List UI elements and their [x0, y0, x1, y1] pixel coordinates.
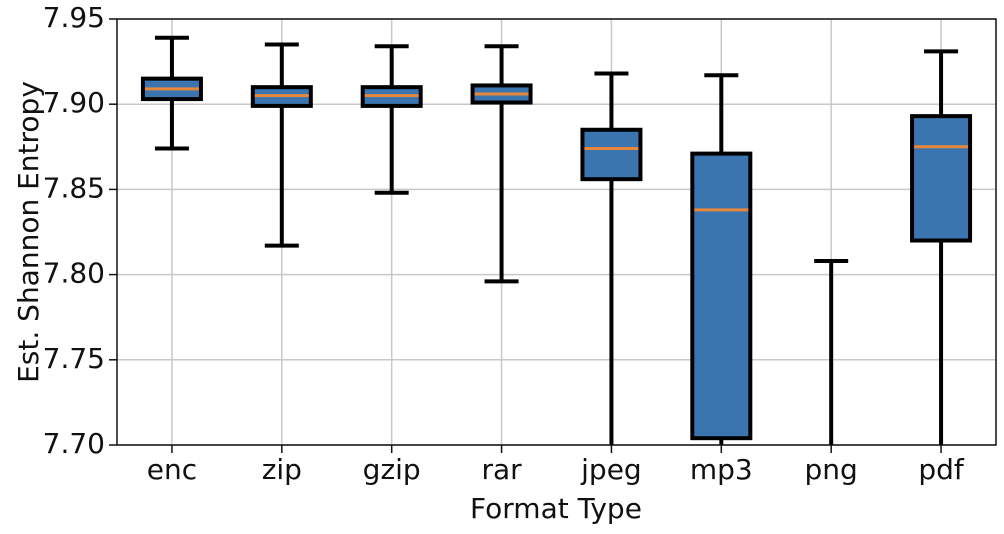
y-tick-label: 7.90 [43, 86, 105, 119]
y-tick-label: 7.95 [43, 1, 105, 34]
y-tick-label: 7.80 [43, 257, 105, 290]
x-tick-label: mp3 [690, 453, 753, 486]
x-tick-label: rar [481, 453, 522, 486]
y-tick-label: 7.70 [43, 427, 105, 460]
x-tick-label: png [805, 453, 858, 486]
x-tick-label: gzip [363, 453, 421, 486]
y-tick-label: 7.75 [43, 342, 105, 375]
x-tick-label: enc [147, 453, 197, 486]
x-tick-label: zip [262, 453, 302, 486]
box [690, 151, 753, 441]
plot-area [140, 35, 973, 445]
x-tick-label: pdf [918, 453, 965, 486]
y-tick-label: 7.85 [43, 171, 105, 204]
box [580, 127, 643, 182]
x-axis-title: Format Type [470, 492, 642, 525]
x-tick-label: jpeg [580, 453, 642, 486]
y-axis-title: Est. Shannon Entropy [12, 81, 45, 383]
plot-frame [116, 18, 997, 446]
box [910, 114, 973, 243]
